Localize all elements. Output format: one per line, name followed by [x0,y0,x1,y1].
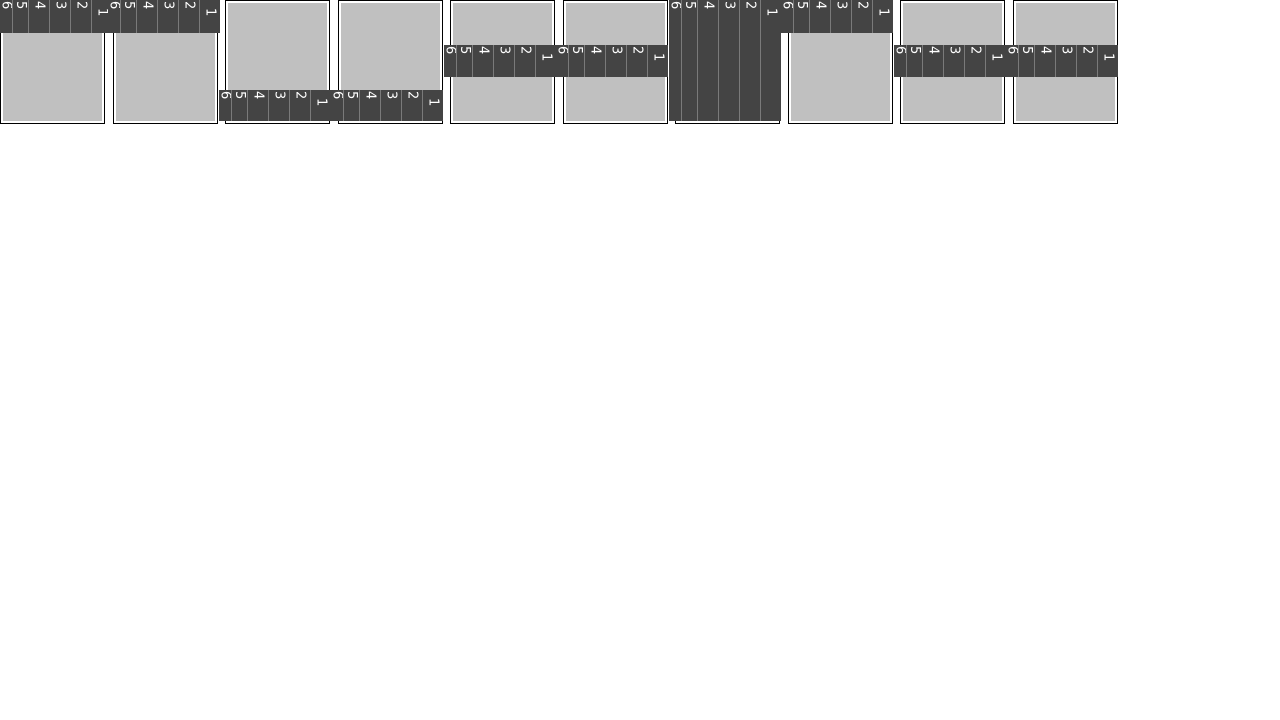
segment-3[interactable]: 3 [49,0,70,33]
segment-strip-3: 6 5 4 3 2 1 [219,90,331,121]
segment-1[interactable]: 1 [422,90,443,121]
segment-1[interactable]: 1 [199,0,220,33]
segment-2[interactable]: 2 [851,0,872,33]
segment-5[interactable]: 5 [906,45,922,77]
segment-1[interactable]: 1 [1097,45,1118,77]
segment-1[interactable]: 1 [872,0,893,33]
segment-5[interactable]: 5 [568,45,584,77]
segment-3[interactable]: 3 [1055,45,1076,77]
segment-2[interactable]: 2 [739,0,760,121]
segment-2[interactable]: 2 [401,90,422,121]
segment-strip-10: 6 5 4 3 2 1 [1006,45,1118,77]
segment-3[interactable]: 3 [830,0,851,33]
segment-6[interactable]: 6 [1006,45,1018,77]
segment-4[interactable]: 4 [922,45,943,77]
segment-2[interactable]: 2 [289,90,310,121]
segment-5[interactable]: 5 [120,0,136,33]
segment-6[interactable]: 6 [556,45,568,77]
segment-2[interactable]: 2 [626,45,647,77]
segment-3[interactable]: 3 [605,45,626,77]
segment-3[interactable]: 3 [943,45,964,77]
segment-strip-6: 6 5 4 3 2 1 [556,45,668,77]
segment-strip-7: 6 5 4 3 2 1 [669,0,781,121]
segment-6[interactable]: 6 [219,90,231,121]
segment-6[interactable]: 6 [781,0,793,33]
segment-6[interactable]: 6 [894,45,906,77]
segment-3[interactable]: 3 [268,90,289,121]
segment-6[interactable]: 6 [331,90,343,121]
segment-4[interactable]: 4 [809,0,830,33]
segment-1[interactable]: 1 [535,45,556,77]
segment-2[interactable]: 2 [1076,45,1097,77]
segment-4[interactable]: 4 [247,90,268,121]
segment-4[interactable]: 4 [697,0,718,121]
segment-3[interactable]: 3 [493,45,514,77]
segment-3[interactable]: 3 [157,0,178,33]
segment-4[interactable]: 4 [584,45,605,77]
segment-2[interactable]: 2 [514,45,535,77]
segment-1[interactable]: 1 [310,90,331,121]
segment-4[interactable]: 4 [472,45,493,77]
segment-3[interactable]: 3 [718,0,739,121]
segment-4[interactable]: 4 [28,0,49,33]
segment-5[interactable]: 5 [681,0,697,121]
segment-6[interactable]: 6 [669,0,681,121]
segment-2[interactable]: 2 [178,0,199,33]
segment-strip-8: 6 5 4 3 2 1 [781,0,893,33]
segment-3[interactable]: 3 [380,90,401,121]
segment-4[interactable]: 4 [1034,45,1055,77]
segment-strip-2: 6 5 4 3 2 1 [108,0,220,33]
segment-strip-1: 6 5 4 3 2 1 [0,0,112,33]
segment-strip-9: 6 5 4 3 2 1 [894,45,1006,77]
segment-5[interactable]: 5 [12,0,28,33]
segment-strip-4: 6 5 4 3 2 1 [331,90,443,121]
segment-4[interactable]: 4 [136,0,157,33]
segment-6[interactable]: 6 [444,45,456,77]
segment-2[interactable]: 2 [964,45,985,77]
segment-6[interactable]: 6 [108,0,120,33]
segment-strip-5: 6 5 4 3 2 1 [444,45,556,77]
segment-4[interactable]: 4 [359,90,380,121]
segment-5[interactable]: 5 [1018,45,1034,77]
segment-1[interactable]: 1 [647,45,668,77]
segment-5[interactable]: 5 [793,0,809,33]
segment-5[interactable]: 5 [456,45,472,77]
segment-5[interactable]: 5 [343,90,359,121]
segment-5[interactable]: 5 [231,90,247,121]
segment-1[interactable]: 1 [760,0,781,121]
segment-1[interactable]: 1 [91,0,112,33]
segment-6[interactable]: 6 [0,0,12,33]
segment-2[interactable]: 2 [70,0,91,33]
segment-1[interactable]: 1 [985,45,1006,77]
